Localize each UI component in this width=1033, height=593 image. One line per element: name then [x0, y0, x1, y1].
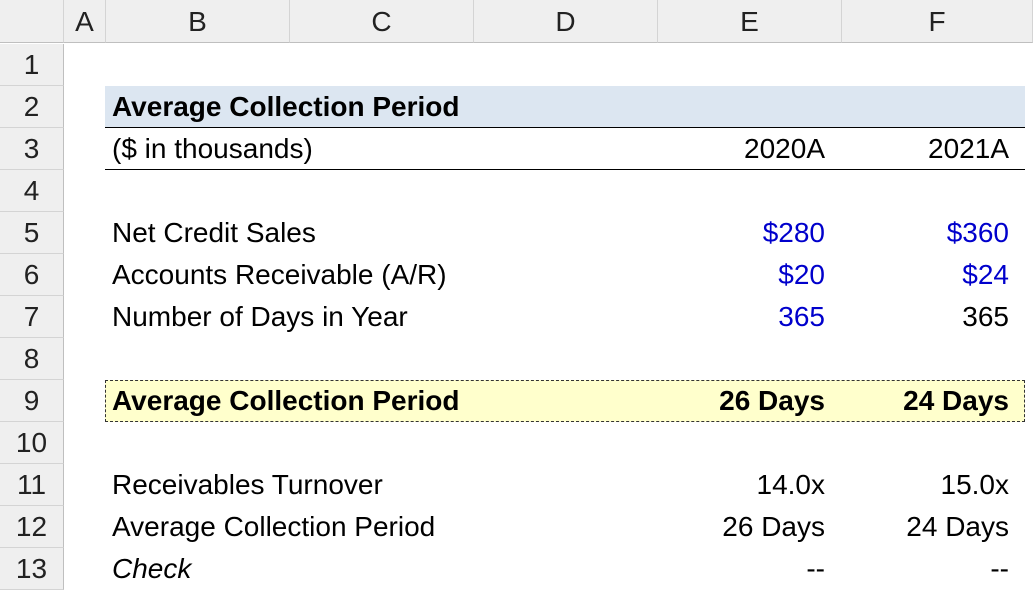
- accounts-receivable-2020a[interactable]: $20: [778, 259, 825, 290]
- net-credit-sales-2021a[interactable]: $360: [946, 217, 1009, 248]
- row-header-2[interactable]: 2: [0, 86, 64, 128]
- period-header-band: [105, 128, 1025, 170]
- acp-result-2020a[interactable]: 26 Days: [719, 385, 825, 416]
- column-header-d[interactable]: D: [474, 0, 658, 43]
- result-highlight-band: [105, 380, 1025, 422]
- receivables-turnover-2020a[interactable]: 14.0x: [756, 469, 826, 500]
- period-2021a[interactable]: 2021A: [928, 133, 1009, 164]
- acp-result-label[interactable]: Average Collection Period: [112, 385, 460, 416]
- check-label[interactable]: Check: [112, 553, 192, 584]
- accounts-receivable-label[interactable]: Accounts Receivable (A/R): [112, 259, 447, 290]
- acp-calc-2021a[interactable]: 24 Days: [906, 511, 1009, 542]
- check-2021a[interactable]: --: [990, 553, 1009, 584]
- row-header-3[interactable]: 3: [0, 128, 64, 170]
- select-all-corner[interactable]: [0, 0, 64, 43]
- period-2020a[interactable]: 2020A: [744, 133, 825, 164]
- row-header-4[interactable]: 4: [0, 170, 64, 212]
- days-in-year-2020a[interactable]: 365: [778, 301, 825, 332]
- net-credit-sales-label[interactable]: Net Credit Sales: [112, 217, 316, 248]
- column-header-a[interactable]: A: [64, 0, 106, 43]
- net-credit-sales-2020a[interactable]: $280: [762, 217, 825, 248]
- row-header-7[interactable]: 7: [0, 296, 64, 338]
- column-header-b[interactable]: B: [106, 0, 290, 43]
- row-header-10[interactable]: 10: [0, 422, 64, 464]
- column-header-f[interactable]: F: [842, 0, 1033, 43]
- row-header-13[interactable]: 13: [0, 548, 64, 590]
- title-band: [105, 86, 1025, 128]
- receivables-turnover-label[interactable]: Receivables Turnover: [112, 469, 383, 500]
- row-header-8[interactable]: 8: [0, 338, 64, 380]
- days-in-year-label[interactable]: Number of Days in Year: [112, 301, 408, 332]
- row-header-9[interactable]: 9: [0, 380, 64, 422]
- accounts-receivable-2021a[interactable]: $24: [962, 259, 1009, 290]
- check-2020a[interactable]: --: [806, 553, 825, 584]
- row-header-6[interactable]: 6: [0, 254, 64, 296]
- row-header-1[interactable]: 1: [0, 44, 64, 86]
- acp-result-2021a[interactable]: 24 Days: [903, 385, 1009, 416]
- acp-calc-label[interactable]: Average Collection Period: [112, 511, 436, 542]
- sheet-title[interactable]: Average Collection Period: [112, 91, 460, 122]
- days-in-year-2021a[interactable]: 365: [962, 301, 1009, 332]
- row-header-12[interactable]: 12: [0, 506, 64, 548]
- units-label[interactable]: ($ in thousands): [112, 133, 313, 164]
- row-header-5[interactable]: 5: [0, 212, 64, 254]
- receivables-turnover-2021a[interactable]: 15.0x: [940, 469, 1010, 500]
- acp-calc-2020a[interactable]: 26 Days: [722, 511, 825, 542]
- column-header-e[interactable]: E: [658, 0, 842, 43]
- column-header-c[interactable]: C: [290, 0, 474, 43]
- row-header-11[interactable]: 11: [0, 464, 64, 506]
